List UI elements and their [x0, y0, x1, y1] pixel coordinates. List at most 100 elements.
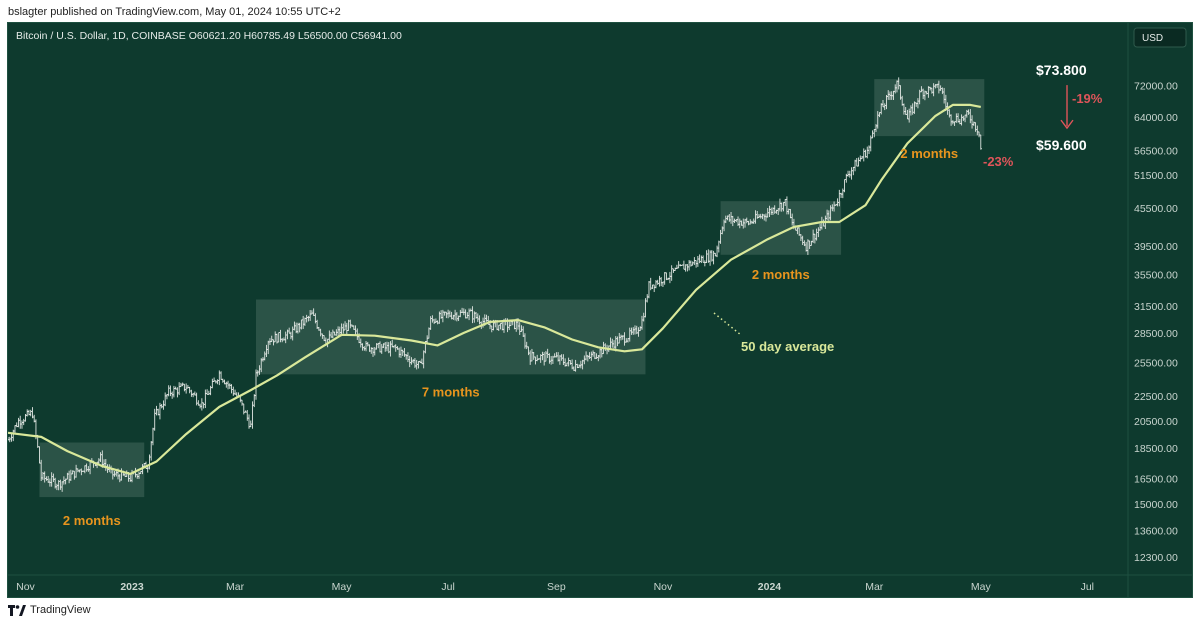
- ohlc-bar: [691, 261, 694, 266]
- ohlc-bar: [190, 389, 193, 397]
- ma-layer: [8, 103, 982, 475]
- y-tick-label: 22500.00: [1134, 391, 1178, 403]
- x-tick-label: Sep: [547, 581, 566, 593]
- ohlc-bar: [703, 260, 707, 267]
- consolidation-box: [39, 442, 145, 498]
- y-tick-label: 13600.00: [1134, 525, 1178, 537]
- ohlc-bar: [20, 420, 24, 429]
- drop-arrow-head-icon: [1060, 119, 1074, 130]
- ohlc-bar: [654, 280, 658, 289]
- y-tick-label: 25500.00: [1134, 358, 1178, 370]
- y-tick-label: 16500.00: [1134, 474, 1178, 486]
- ohlc-bar: [708, 250, 712, 266]
- ohlc-bar: [232, 386, 235, 396]
- ohlc-bar: [216, 379, 219, 385]
- x-tick-label: May: [332, 581, 353, 593]
- ohlc-bar: [31, 407, 34, 419]
- symbol-line: Bitcoin / U.S. Dollar, 1D, COINBASE O606…: [16, 30, 402, 42]
- ohlc-bar: [204, 389, 207, 409]
- ohlc-bar: [8, 436, 11, 443]
- y-tick-label: 31500.00: [1134, 301, 1178, 313]
- ohlc-bar: [843, 179, 846, 193]
- ohlc-bar: [696, 255, 700, 267]
- ohlc-bar: [715, 245, 719, 258]
- high-price-label: $73.800: [1036, 62, 1087, 78]
- ohlc-bar: [701, 255, 705, 263]
- ohlc-bar: [240, 399, 244, 406]
- ohlc-bar: [855, 158, 858, 167]
- y-tick-label: 39500.00: [1134, 241, 1178, 253]
- ohlc-bar: [646, 294, 649, 303]
- ohlc-bar: [17, 417, 20, 428]
- ma-pointer: [713, 312, 742, 336]
- ohlc-bar: [852, 166, 855, 176]
- consolidation-box: [874, 79, 985, 137]
- ohlc-bar: [841, 188, 845, 199]
- footer: TradingView: [8, 604, 91, 616]
- y-tick-label: 35500.00: [1134, 269, 1178, 281]
- ohlc-bar: [682, 260, 686, 270]
- ohlc-bar: [839, 192, 843, 198]
- x-tick-label: May: [971, 581, 992, 593]
- y-tick-label: 56500.00: [1134, 145, 1178, 157]
- consolidation-boxes: [39, 79, 985, 498]
- ohlc-bar: [150, 441, 153, 461]
- ohlc-bar: [659, 277, 663, 287]
- ohlc-bar: [866, 146, 869, 159]
- x-tick-label: Nov: [16, 581, 35, 593]
- ohlc-bar: [846, 170, 850, 177]
- ohlc-bar: [176, 387, 179, 398]
- ohlc-bar: [177, 382, 181, 396]
- footer-brand[interactable]: TradingView: [30, 604, 91, 616]
- drop-current-pct: -23%: [983, 154, 1014, 169]
- ohlc-bar: [29, 409, 32, 417]
- box-label: 7 months: [422, 384, 480, 399]
- ohlc-bar: [13, 425, 17, 434]
- ohlc-bar: [717, 240, 721, 253]
- box-label: 2 months: [900, 146, 958, 161]
- ohlc-bar: [246, 409, 249, 421]
- ohlc-bar: [850, 167, 853, 180]
- ohlc-bar: [860, 155, 864, 160]
- ohlc-bar: [26, 409, 29, 417]
- ohlc-bar: [686, 264, 689, 272]
- x-tick-label: Nov: [654, 581, 673, 593]
- ohlc-bar: [687, 260, 691, 271]
- ohlc-bar: [647, 281, 651, 299]
- ohlc-bar: [22, 418, 25, 426]
- box-label: 2 months: [63, 513, 121, 528]
- low-price-label: $59.600: [1036, 137, 1087, 153]
- x-tick-label: Mar: [865, 581, 884, 593]
- y-tick-label: 72000.00: [1134, 81, 1178, 93]
- y-tick-label: 51500.00: [1134, 170, 1178, 182]
- ohlc-bar: [211, 378, 214, 389]
- ohlc-bar: [668, 271, 672, 284]
- ohlc-bar: [857, 157, 860, 167]
- ma50-label: 50 day average: [741, 339, 834, 354]
- ohlc-bar: [183, 383, 186, 392]
- axes-layer: 12300.00 13600.00 15000.00 16500.00 18500.00…: [8, 23, 1192, 597]
- price-chart: 2 months 7 months 2 months 2 months 50 day a…: [8, 23, 1192, 597]
- ohlc-bar: [700, 255, 703, 264]
- ohlc-bar: [693, 257, 696, 265]
- ohlc-bar: [670, 265, 673, 281]
- y-tick-label: 18500.00: [1134, 443, 1178, 455]
- ohlc-bar: [225, 381, 228, 388]
- currency-badge[interactable]: USD: [1133, 27, 1187, 48]
- y-tick-label: 15000.00: [1134, 499, 1178, 511]
- ohlc-bars: [8, 77, 982, 492]
- ohlc-bar: [230, 384, 233, 394]
- ohlc-bar: [689, 260, 693, 267]
- consolidation-box: [256, 299, 646, 375]
- ohlc-bar: [656, 279, 659, 285]
- y-tick-label: 28500.00: [1134, 328, 1178, 340]
- ohlc-bar: [169, 385, 172, 397]
- ohlc-bar: [658, 275, 661, 287]
- ohlc-bar: [853, 159, 857, 172]
- consolidation-box: [720, 201, 842, 255]
- tradingview-logo-icon[interactable]: [8, 604, 26, 616]
- ohlc-bar: [202, 402, 205, 409]
- ohlc-bar: [219, 371, 223, 380]
- ohlc-bar: [848, 170, 852, 178]
- ohlc-bar: [661, 281, 665, 287]
